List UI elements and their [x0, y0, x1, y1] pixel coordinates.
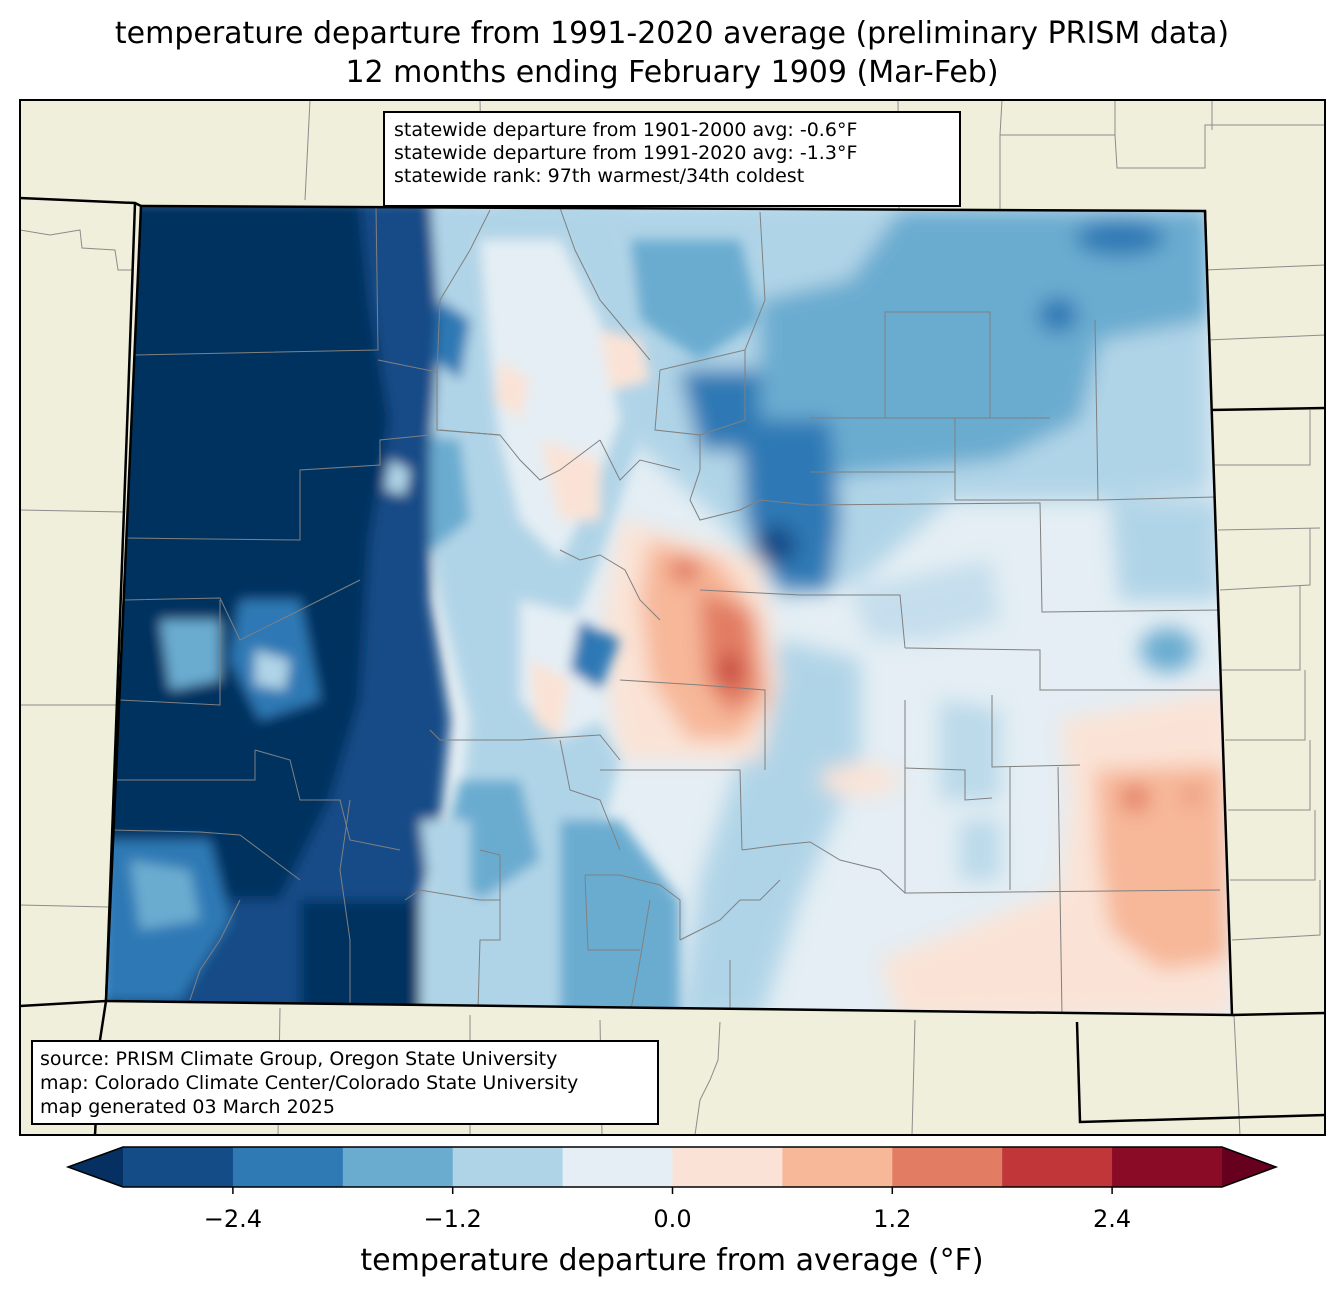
colorbar-outline — [65, 1146, 1279, 1188]
colorado-temperature-field — [106, 206, 1232, 1015]
colorbar-bin — [452, 1147, 564, 1187]
colorbar-bin — [1112, 1147, 1223, 1187]
stats-departure-1901-2000: statewide departure from 1901-2000 avg: … — [394, 119, 858, 141]
colorado-border — [104, 204, 1234, 1017]
credits-source: source: PRISM Climate Group, Oregon Stat… — [40, 1048, 558, 1070]
colorbar-bin — [562, 1147, 673, 1187]
colorbar-tick-label: 0.0 — [653, 1205, 692, 1233]
colorbar-bin — [782, 1147, 893, 1187]
map-title-line1: temperature departure from 1991-2020 ave… — [114, 16, 1230, 51]
colorbar-tick-label: −2.4 — [203, 1205, 263, 1233]
credits-box: source: PRISM Climate Group, Oregon Stat… — [31, 1040, 659, 1125]
colorbar-bin — [342, 1147, 454, 1187]
stats-departure-1991-2020: statewide departure from 1991-2020 avg: … — [394, 142, 858, 164]
colorbar-bin — [123, 1147, 234, 1187]
colorbar-tick-label: 1.2 — [873, 1205, 912, 1233]
colorbar-bin — [232, 1147, 344, 1187]
colorbar-tick-label: 2.4 — [1093, 1205, 1132, 1233]
credits-generated: map generated 03 March 2025 — [40, 1096, 335, 1118]
stats-rank: statewide rank: 97th warmest/34th coldes… — [394, 165, 805, 187]
colorbar — [65, 1146, 1279, 1194]
statewide-stats-box: statewide departure from 1901-2000 avg: … — [383, 111, 961, 207]
map-frame — [19, 99, 1326, 1136]
colorbar-tick-label: −1.2 — [423, 1205, 482, 1233]
colorbar-bin — [892, 1147, 1003, 1187]
colorbar-bin — [672, 1147, 783, 1187]
colorbar-bin — [1002, 1147, 1113, 1187]
colorbar-extend-high — [1222, 1147, 1276, 1187]
credits-map: map: Colorado Climate Center/Colorado St… — [40, 1072, 579, 1094]
colorbar-extend-low — [68, 1147, 123, 1187]
map-title-line2: 12 months ending February 1909 (Mar-Feb) — [345, 55, 999, 90]
county-lines — [109, 206, 1223, 1015]
colorbar-label: temperature departure from average (°F) — [360, 1243, 984, 1278]
